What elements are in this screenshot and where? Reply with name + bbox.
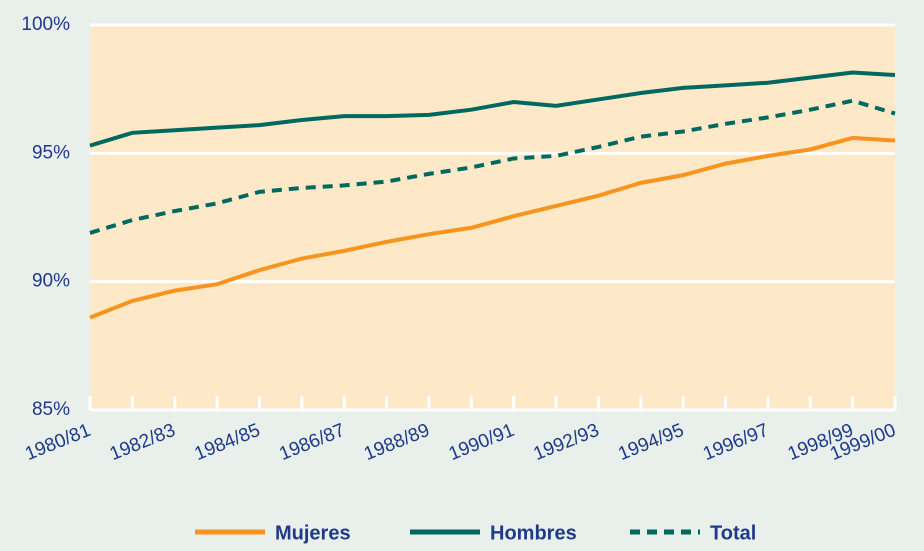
- y-tick-label: 90%: [32, 271, 70, 292]
- x-tick-label: 1982/83: [107, 420, 179, 465]
- x-tick-label: 1984/85: [192, 420, 264, 465]
- y-tick-label: 100%: [21, 14, 70, 35]
- x-tick-label: 1994/95: [615, 420, 687, 465]
- x-tick-label: 1990/91: [446, 420, 518, 465]
- y-tick-label: 95%: [32, 142, 70, 163]
- x-tick-label: 1996/97: [700, 420, 772, 465]
- legend-label: Hombres: [490, 522, 577, 544]
- x-tick-label: 1988/89: [361, 420, 433, 465]
- series-line: [89, 70, 896, 148]
- plot-area: [90, 25, 895, 410]
- x-tick-label: 1986/87: [276, 420, 348, 465]
- y-tick-label: 85%: [32, 399, 70, 420]
- series-line: [89, 98, 896, 235]
- legend-label: Mujeres: [275, 522, 351, 544]
- x-tick-label: 1992/93: [531, 420, 603, 465]
- x-tick-label: 1980/81: [22, 420, 94, 465]
- series-line: [89, 135, 896, 320]
- legend-label: Total: [710, 522, 756, 544]
